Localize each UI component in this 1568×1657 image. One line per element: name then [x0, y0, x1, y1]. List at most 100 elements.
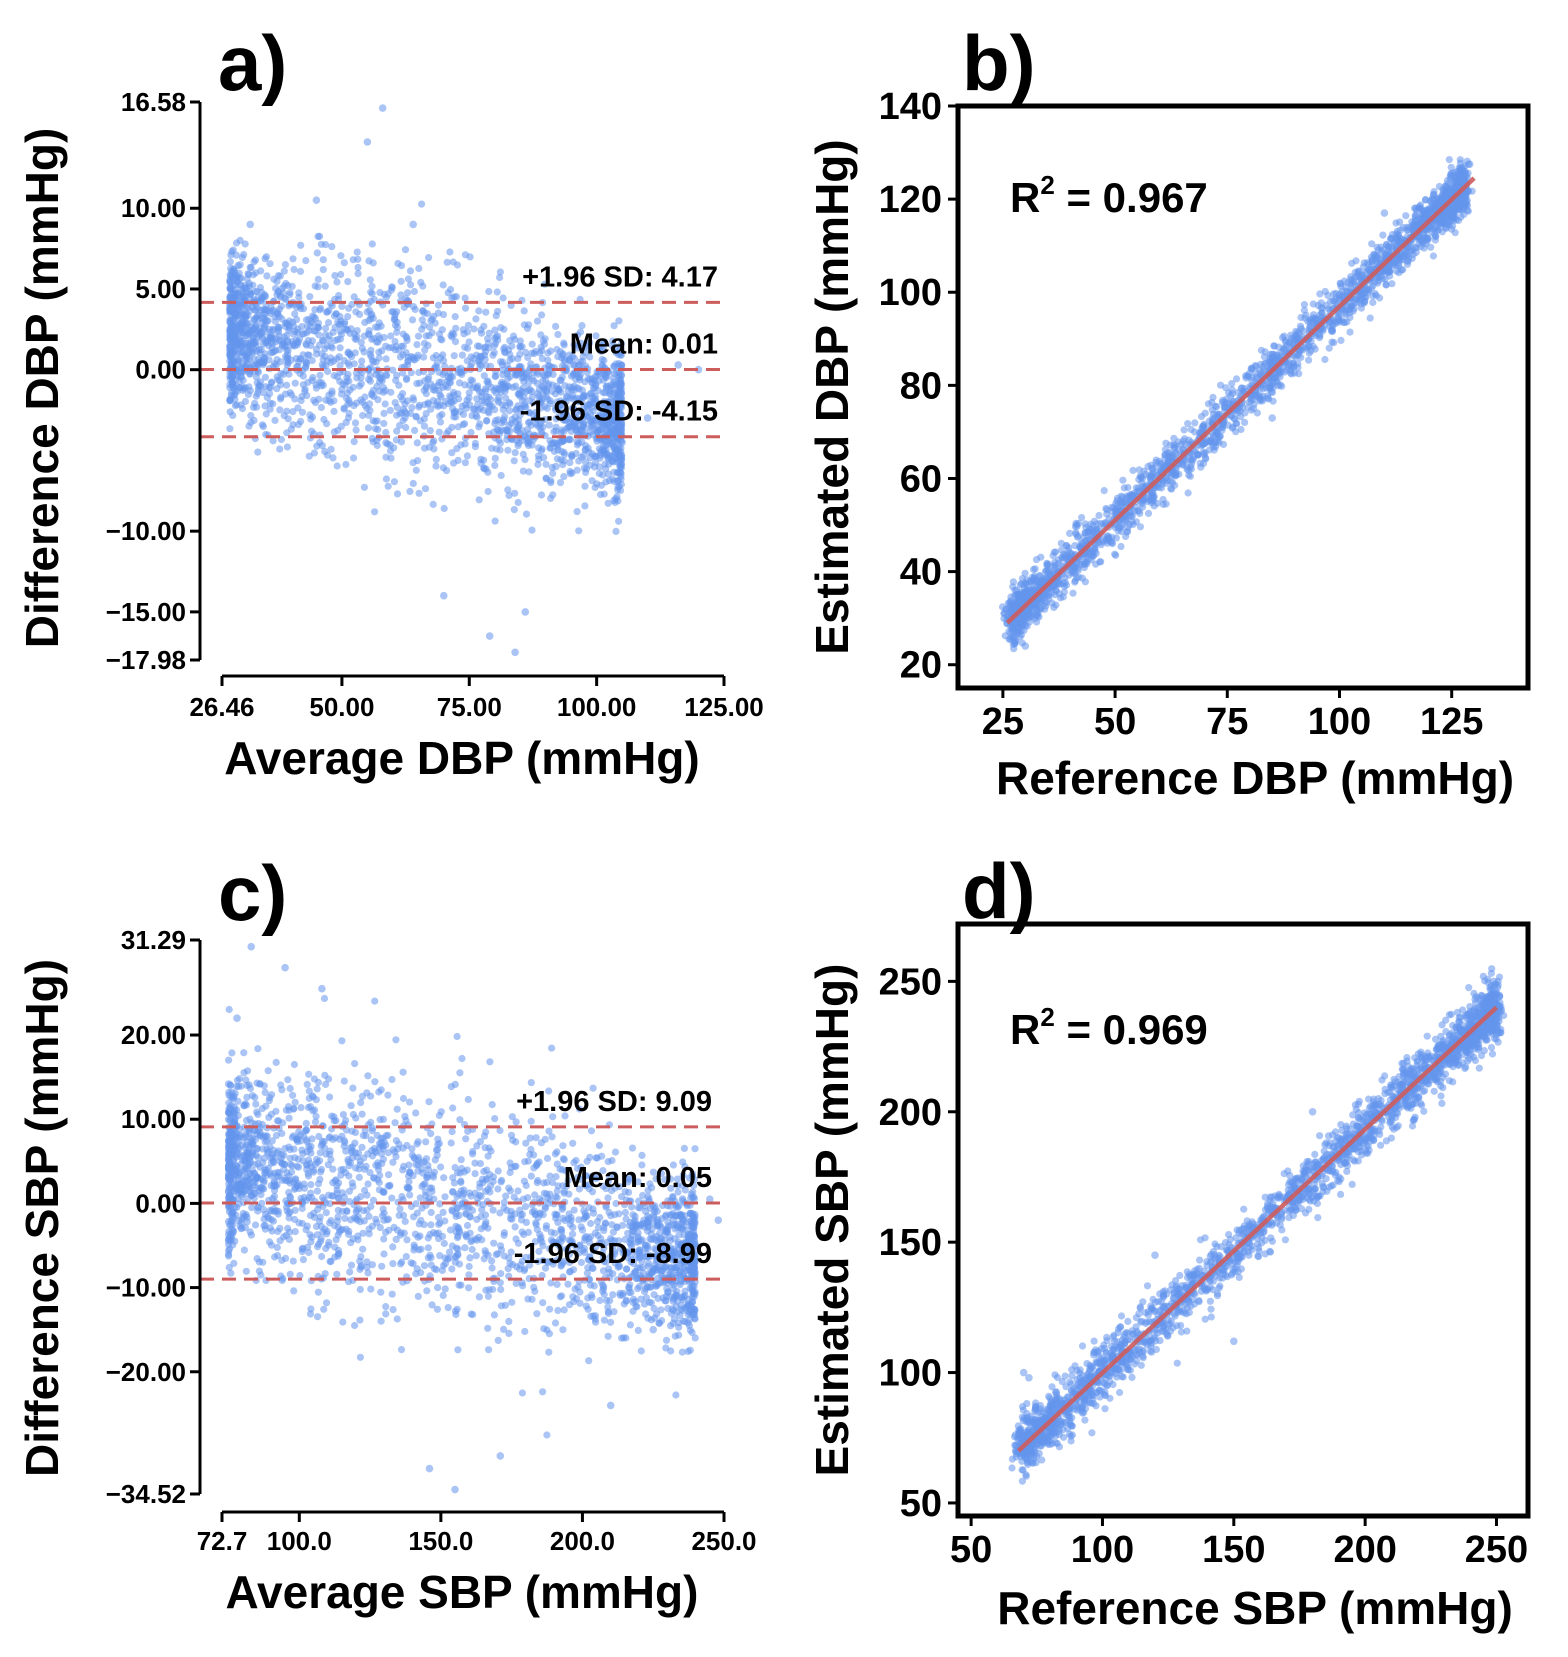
data-point	[508, 420, 515, 427]
data-point	[1405, 258, 1412, 265]
data-point	[1222, 399, 1229, 406]
data-point	[1275, 344, 1282, 351]
data-point	[451, 352, 458, 359]
data-point	[1347, 276, 1354, 283]
y-tick-label: −15.00	[106, 597, 186, 627]
data-point	[430, 501, 437, 508]
data-point	[452, 325, 459, 332]
data-point	[426, 324, 433, 331]
data-point	[450, 389, 457, 396]
data-point	[1399, 266, 1406, 273]
data-point	[565, 436, 572, 443]
data-point	[488, 384, 495, 391]
data-point	[549, 470, 556, 477]
data-point	[226, 425, 233, 432]
data-point	[365, 424, 372, 431]
data-point	[519, 343, 526, 350]
data-point	[1010, 604, 1017, 611]
data-point	[520, 468, 527, 475]
data-point	[326, 336, 333, 343]
data-point	[426, 332, 433, 339]
data-point	[476, 343, 483, 350]
data-point	[299, 409, 306, 416]
data-point	[535, 452, 542, 459]
data-point	[504, 375, 511, 382]
data-point	[408, 404, 415, 411]
data-point	[1252, 370, 1259, 377]
data-point	[1044, 569, 1051, 576]
data-point	[423, 383, 430, 390]
data-point	[452, 313, 459, 320]
data-point	[368, 283, 375, 290]
data-point	[1179, 462, 1186, 469]
data-point	[361, 319, 368, 326]
data-point	[380, 410, 387, 417]
data-point	[297, 268, 304, 275]
data-point	[230, 329, 237, 336]
data-point	[383, 475, 390, 482]
data-point	[331, 324, 338, 331]
data-point	[251, 316, 258, 323]
data-point	[289, 342, 296, 349]
data-point	[1297, 314, 1304, 321]
data-point	[258, 330, 265, 337]
data-point	[330, 408, 337, 415]
data-point	[1291, 334, 1298, 341]
data-point	[582, 446, 589, 453]
data-point	[1452, 229, 1459, 236]
data-point	[506, 407, 513, 414]
data-point	[574, 467, 581, 474]
data-point	[1444, 189, 1451, 196]
y-tick-label: 140	[879, 86, 942, 128]
data-point	[410, 480, 417, 487]
data-point	[271, 417, 278, 424]
data-point	[1455, 171, 1462, 178]
data-point	[492, 340, 499, 347]
data-point	[256, 349, 263, 356]
data-point	[1241, 419, 1248, 426]
data-point	[302, 257, 309, 264]
data-point	[477, 353, 484, 360]
data-point	[585, 375, 592, 382]
y-axis-title: Estimated DBP (mmHg)	[806, 139, 858, 654]
data-point	[385, 483, 392, 490]
data-point	[444, 384, 451, 391]
data-point	[337, 344, 344, 351]
data-point	[1446, 156, 1453, 163]
data-point	[397, 393, 404, 400]
data-point	[1369, 299, 1376, 306]
data-point	[612, 499, 619, 506]
data-point	[273, 356, 280, 363]
data-point	[366, 327, 373, 334]
data-point	[1388, 280, 1395, 287]
data-point	[472, 443, 479, 450]
data-point	[297, 305, 304, 312]
data-point	[1222, 384, 1229, 391]
y-tick-label: 60	[900, 458, 942, 500]
data-point	[273, 385, 280, 392]
data-point	[528, 1118, 535, 1125]
data-point	[511, 414, 518, 421]
data-point	[313, 443, 320, 450]
data-point	[267, 384, 274, 391]
data-point	[542, 335, 549, 342]
data-point	[1010, 623, 1017, 630]
data-point	[1245, 404, 1252, 411]
data-point	[601, 491, 608, 498]
data-point	[1139, 475, 1146, 482]
data-point	[344, 349, 351, 356]
data-point	[581, 483, 588, 490]
data-point	[228, 358, 235, 365]
data-point	[605, 455, 612, 462]
data-point	[587, 454, 594, 461]
data-point	[477, 456, 484, 463]
data-point	[309, 319, 316, 326]
data-point	[1022, 570, 1029, 577]
data-point	[616, 376, 623, 383]
data-point	[398, 262, 405, 269]
data-point	[331, 428, 338, 435]
data-point	[227, 408, 234, 415]
data-point	[552, 323, 559, 330]
data-point	[260, 359, 267, 366]
data-point	[491, 462, 498, 469]
